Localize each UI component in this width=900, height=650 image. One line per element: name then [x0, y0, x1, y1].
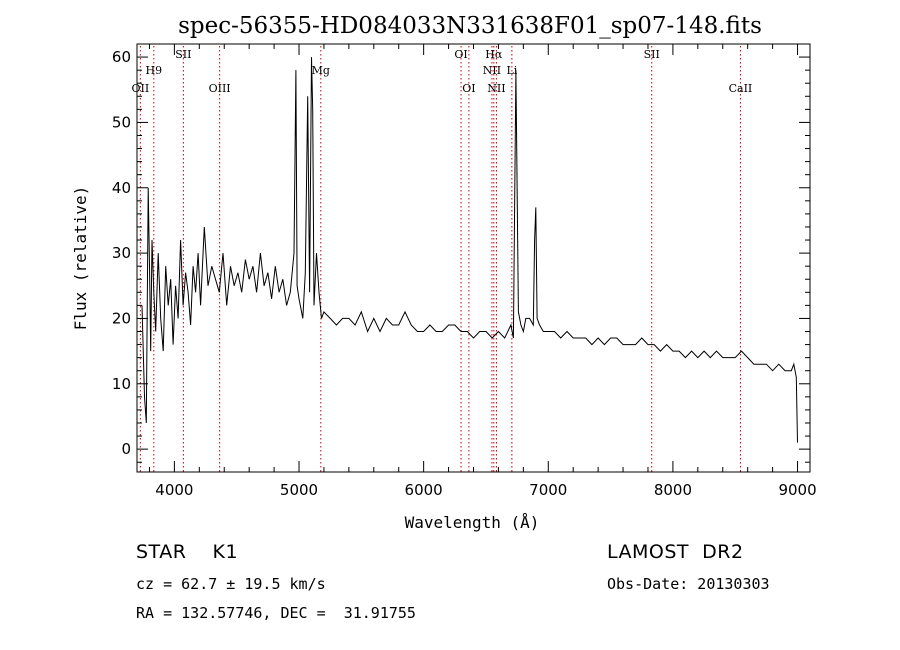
- line-marker-label: SII: [644, 48, 660, 61]
- line-marker-label: OIII: [209, 82, 231, 95]
- x-tick-label: 5000: [280, 481, 318, 499]
- plot-axes: 4000 5000 6000 7000 8000 9000 0 10 20 30 40 50 60: [112, 43, 817, 499]
- line-marker-label: Hα: [485, 48, 503, 61]
- line-marker-label: Mg: [312, 64, 330, 77]
- y-tick-label: 40: [112, 179, 131, 197]
- survey-label: LAMOST DR2: [607, 541, 744, 563]
- line-marker-label: Li: [506, 64, 517, 77]
- y-tick-label: 10: [112, 375, 131, 393]
- redshift-label: cz = 62.7 ± 19.5 km/s: [136, 575, 326, 593]
- coords-label: RA = 132.57746, DEC = 31.91755: [136, 604, 416, 622]
- x-tick-label: 6000: [405, 481, 443, 499]
- x-axis-label: Wavelength (Å): [405, 513, 540, 532]
- spectrum-line: [141, 57, 798, 443]
- line-marker-label: NII: [487, 82, 505, 95]
- line-marker-label: CaII: [729, 82, 753, 95]
- chart-title: spec-56355-HD084033N331638F01_sp07-148.f…: [178, 13, 762, 39]
- y-tick-label: 20: [112, 309, 131, 327]
- line-marker-label: OII: [132, 82, 150, 95]
- x-tick-label: 8000: [654, 481, 692, 499]
- x-tick-label: 4000: [155, 481, 193, 499]
- line-marker-label: OI: [454, 48, 467, 61]
- line-marker-label: OI: [462, 82, 475, 95]
- line-marker-label: SII: [175, 48, 191, 61]
- y-axis-label: Flux (relative): [71, 186, 90, 331]
- class-label: STAR K1: [136, 541, 239, 563]
- y-tick-label: 30: [112, 244, 131, 262]
- line-marker-label: NII: [483, 64, 501, 77]
- y-tick-label: 0: [121, 440, 131, 458]
- x-tick-label: 9000: [778, 481, 816, 499]
- y-tick-label: 60: [112, 48, 131, 66]
- plot-frame: [136, 43, 811, 473]
- x-tick-label: 7000: [529, 481, 567, 499]
- obs-date-label: Obs-Date: 20130303: [607, 575, 770, 593]
- line-marker-label: H9: [146, 64, 163, 77]
- y-tick-label: 50: [112, 113, 131, 131]
